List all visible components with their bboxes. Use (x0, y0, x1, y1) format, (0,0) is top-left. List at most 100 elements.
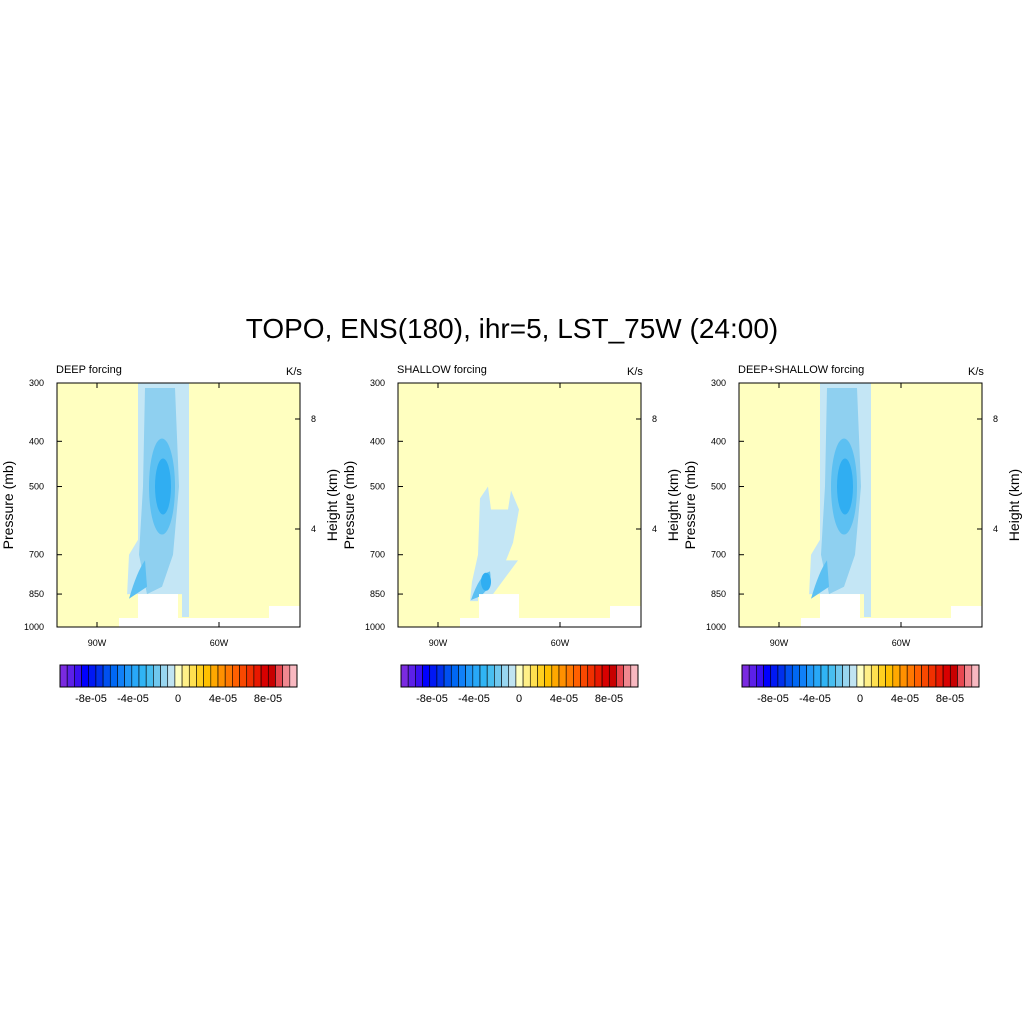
colorbar-swatch (928, 664, 937, 688)
y-tick-label: 300 (370, 378, 385, 388)
colorbar-label: 8e-05 (936, 693, 964, 705)
x-tick-label: 60W (892, 638, 911, 648)
colorbar-swatch (906, 664, 915, 688)
colorbar-swatch (239, 664, 248, 688)
colorbar-swatch (630, 664, 639, 688)
y-tick-label: 300 (711, 378, 726, 388)
colorbar-swatch (558, 664, 567, 688)
colorbar-swatch (282, 664, 291, 688)
y-tick-label: 400 (370, 436, 385, 446)
colorbar-swatch (400, 664, 409, 688)
colorbar-swatch (443, 664, 452, 688)
colorbar-swatch (160, 664, 169, 688)
terrain-base (801, 618, 951, 627)
colorbar-swatch (109, 664, 118, 688)
colorbar-swatch (253, 664, 262, 688)
colorbar-swatch (415, 664, 423, 688)
colorbar-swatch (458, 664, 466, 688)
colorbar-swatch (145, 664, 154, 688)
colorbar-swatch (573, 664, 581, 688)
colorbar: -8e-05 -4e-05 0 4e-05 8e-05 (741, 664, 980, 705)
colorbar-swatch (260, 664, 269, 688)
colorbar-swatch (957, 664, 965, 688)
colorbar-swatch (515, 664, 524, 688)
y-tick-label: 300 (29, 378, 44, 388)
colorbar-swatch (870, 664, 879, 688)
colorbar-swatch (849, 664, 858, 688)
panel-title: DEEP forcing (56, 364, 122, 376)
colorbar-swatch (275, 664, 283, 688)
y2-axis-label: Height (km) (665, 469, 681, 541)
figure-title: TOPO, ENS(180), ihr=5, LST_75W (24:00) (245, 313, 779, 344)
y-tick-label: 1000 (365, 622, 385, 632)
y-tick-label: 700 (29, 550, 44, 560)
y-tick-label: 500 (370, 482, 385, 492)
y-axis-label: Pressure (mb) (682, 461, 698, 550)
colorbar-label: 4e-05 (550, 693, 578, 705)
colorbar-swatch (131, 664, 140, 688)
colorbar-swatch (102, 664, 111, 688)
colorbar-swatch (224, 664, 233, 688)
colorbar: -8e-05 -4e-05 0 4e-05 8e-05 (400, 664, 639, 705)
colorbar-swatch (551, 664, 560, 688)
colorbar-swatch (942, 664, 951, 688)
colorbar-swatch (494, 664, 502, 688)
colorbar-swatch (914, 664, 922, 688)
colorbar-swatch (138, 664, 147, 688)
x-tick-label: 90W (429, 638, 448, 648)
colorbar-swatch (74, 664, 82, 688)
colorbar-swatch (921, 664, 930, 688)
y-tick-label: 850 (370, 589, 385, 599)
panel-2: SHALLOW forcing K/s 300 400 500 700 850 1000 90W… (341, 364, 681, 705)
colorbar-swatch (59, 664, 68, 688)
panel-title: SHALLOW forcing (397, 364, 487, 376)
x-tick-label: 90W (88, 638, 107, 648)
x-tick-label: 60W (210, 638, 229, 648)
colorbar-swatch (81, 664, 90, 688)
terrain-base (460, 618, 610, 627)
colorbar-swatch (537, 664, 545, 688)
y-axis-label: Pressure (mb) (341, 461, 357, 550)
colorbar-swatch (770, 664, 779, 688)
colorbar-swatch (203, 664, 212, 688)
plume-core (155, 458, 171, 515)
colorbar-swatch (806, 664, 815, 688)
colorbar-swatch (217, 664, 226, 688)
y-tick-label: 1000 (24, 622, 44, 632)
y-tick-label: 850 (29, 589, 44, 599)
colorbar-swatch (436, 664, 445, 688)
colorbar-swatch (623, 664, 632, 688)
y2-tick-label: 4 (993, 524, 998, 534)
colorbar-label: -4e-05 (458, 693, 490, 705)
colorbar-frame (59, 664, 298, 688)
y-tick-label: 500 (711, 482, 726, 492)
colorbar-swatch (181, 664, 190, 688)
y2-tick-label: 4 (652, 524, 657, 534)
colorbar-swatch (422, 664, 431, 688)
panel-units: K/s (627, 366, 643, 378)
plume-core (837, 458, 853, 515)
colorbar-swatch (827, 664, 836, 688)
terrain-east (951, 606, 982, 627)
colorbar-swatch (465, 664, 474, 688)
y2-tick-label: 8 (652, 414, 657, 424)
colorbar-swatch (601, 664, 610, 688)
colorbar-swatch (124, 664, 133, 688)
colorbar-swatch (935, 664, 944, 688)
colorbar-label: 4e-05 (891, 693, 919, 705)
colorbar-swatch (472, 664, 481, 688)
colorbar-swatch (174, 664, 183, 688)
colorbar-swatch (450, 664, 459, 688)
plume-core (481, 572, 491, 591)
colorbar-swatch (899, 664, 908, 688)
colorbar-label: -8e-05 (757, 693, 789, 705)
colorbar-swatch (777, 664, 786, 688)
colorbar-swatch (791, 664, 800, 688)
colorbar-swatch (95, 664, 104, 688)
colorbar-label: 8e-05 (595, 693, 623, 705)
y2-axis-label: Height (km) (1006, 469, 1022, 541)
terrain-base (119, 618, 269, 627)
colorbar-swatch (580, 664, 589, 688)
colorbar-label: 0 (516, 693, 522, 705)
